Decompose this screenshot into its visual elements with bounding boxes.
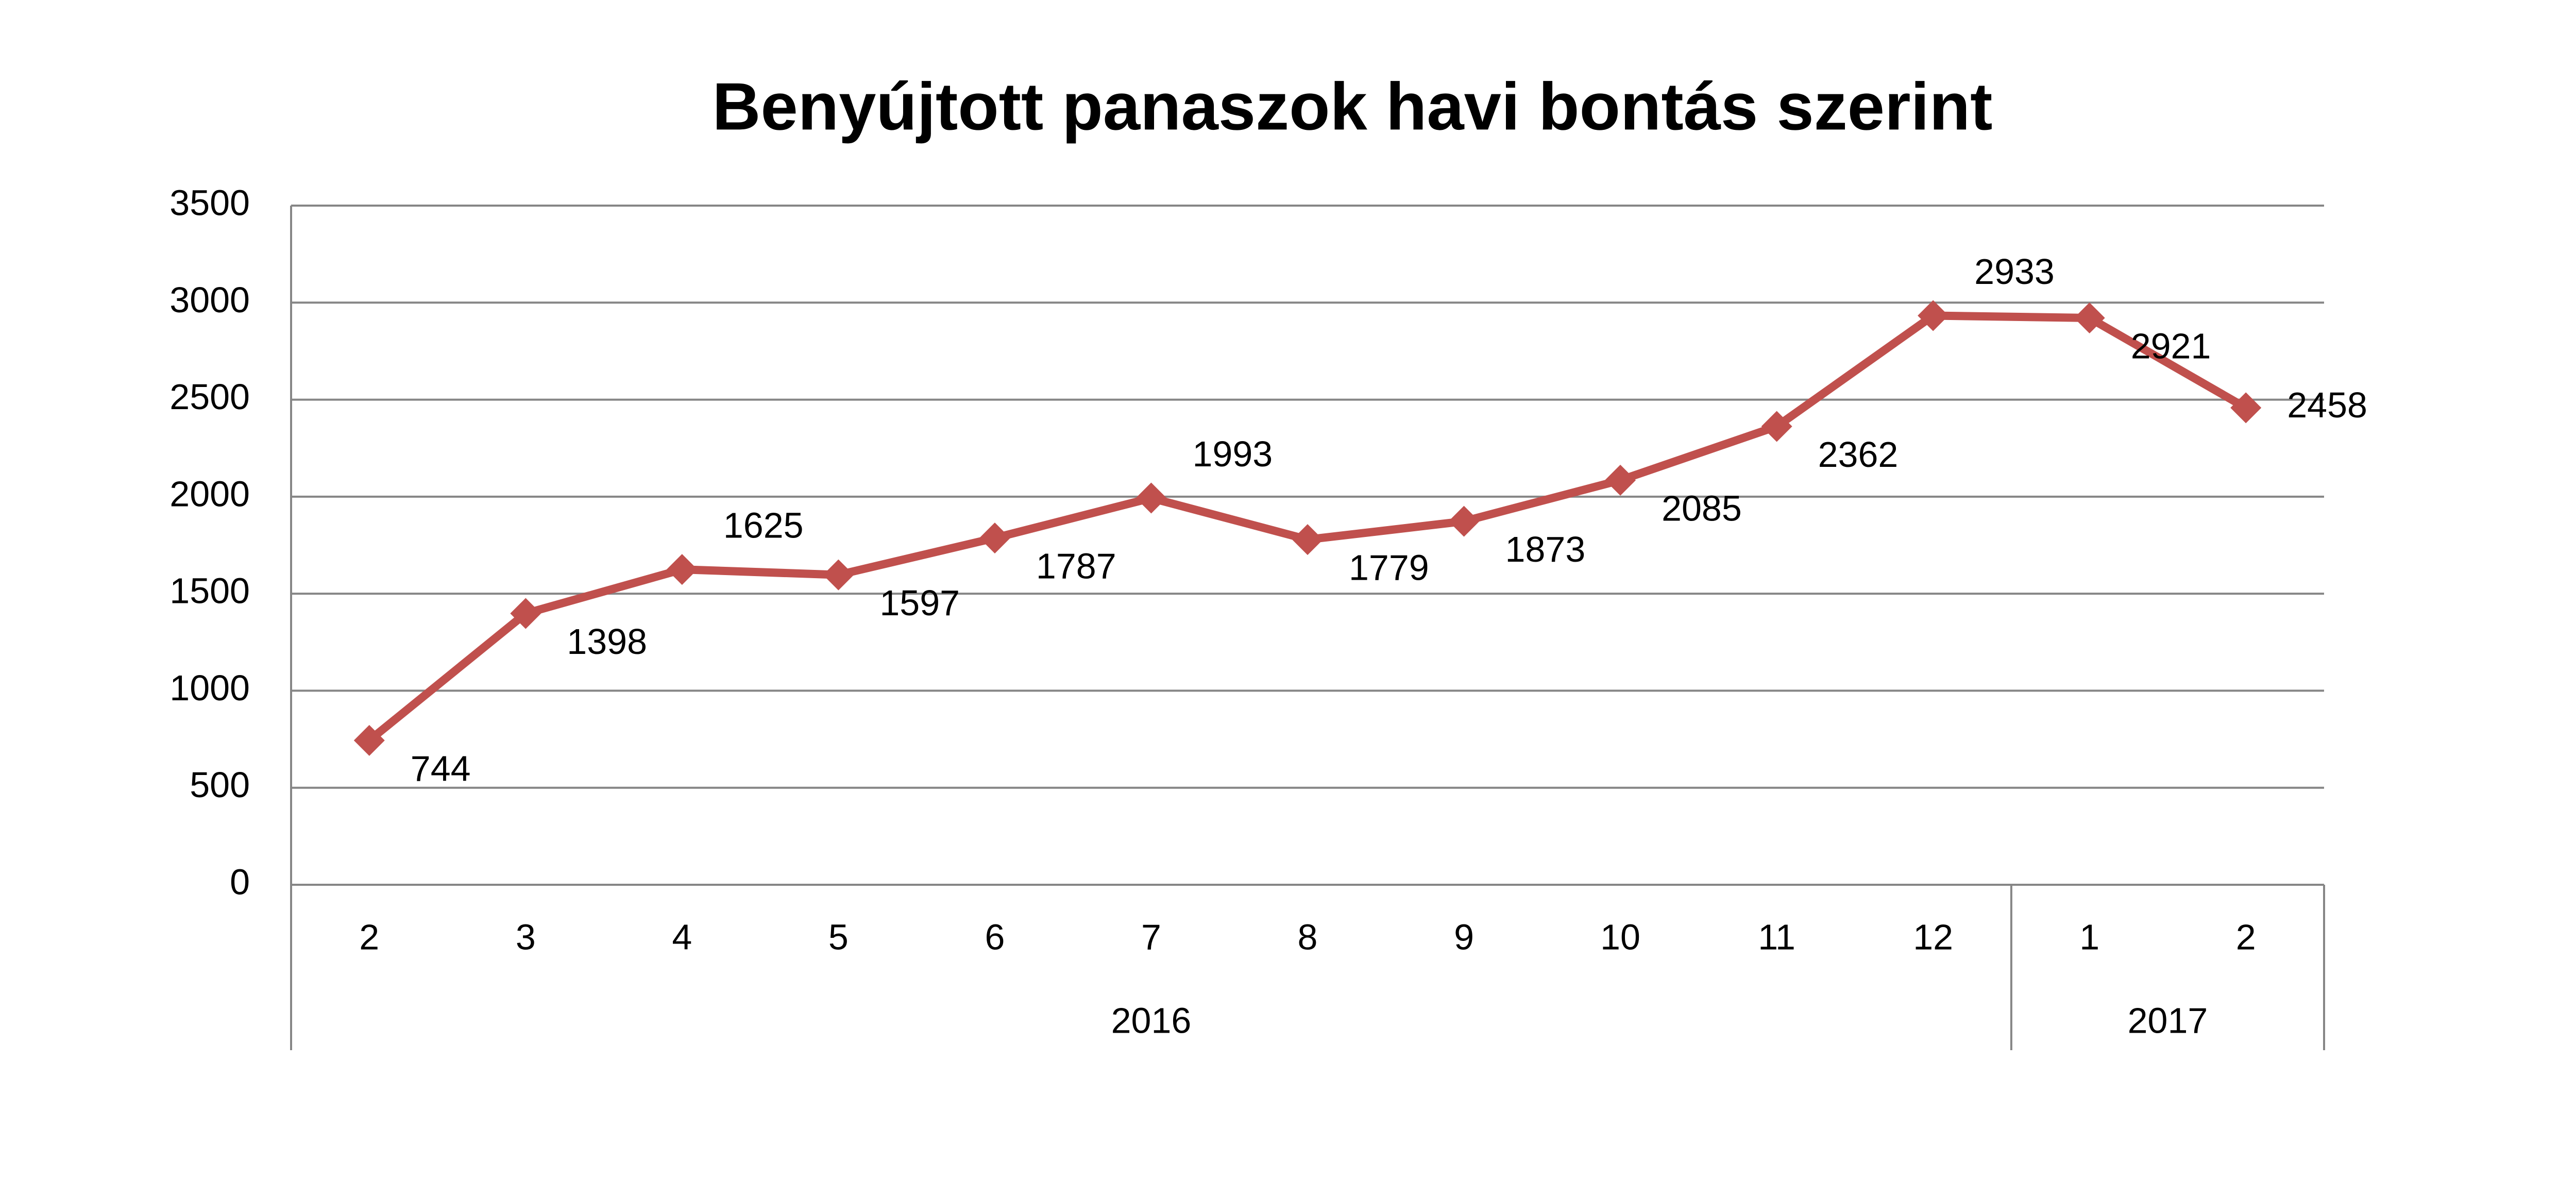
y-tick-label: 2000	[170, 474, 250, 514]
data-label: 2458	[2287, 385, 2367, 425]
data-label: 1779	[1349, 548, 1429, 588]
marker	[1448, 506, 1480, 537]
marker	[510, 598, 541, 629]
marker	[1918, 300, 1949, 331]
data-label: 1597	[879, 583, 960, 623]
marker	[1605, 464, 1636, 496]
data-label: 2085	[1662, 488, 1742, 528]
x-tick-label: 3	[516, 917, 536, 957]
y-tick-label: 2500	[170, 377, 250, 417]
marker	[1761, 411, 1792, 442]
x-tick-label: 2	[359, 917, 379, 957]
y-tick-label: 500	[190, 765, 250, 805]
data-label: 1993	[1192, 434, 1273, 474]
marker	[2230, 392, 2262, 424]
y-tick-label: 3500	[170, 182, 250, 223]
data-label: 2921	[2131, 326, 2211, 366]
x-tick-label: 5	[828, 917, 849, 957]
data-label: 2362	[1818, 434, 1899, 475]
x-tick-label: 10	[1600, 917, 1640, 957]
marker	[979, 523, 1010, 554]
marker	[1136, 482, 1167, 514]
marker	[666, 554, 698, 585]
y-tick-label: 1500	[170, 571, 250, 611]
data-label: 1398	[567, 621, 647, 662]
y-tick-label: 0	[230, 862, 250, 902]
marker	[823, 559, 854, 591]
x-tick-label: 11	[1758, 917, 1795, 957]
x-tick-label: 12	[1913, 917, 1953, 957]
marker	[1292, 524, 1323, 555]
marker	[2074, 302, 2105, 334]
x-tick-label: 1	[2079, 917, 2099, 957]
x-tick-label: 7	[1141, 917, 1161, 957]
x-tick-label: 9	[1454, 917, 1474, 957]
data-label: 744	[411, 748, 471, 788]
chart-title: Benyújtott panaszok havi bontás szerint	[713, 69, 1993, 144]
y-tick-label: 1000	[170, 668, 250, 708]
data-label: 1873	[1505, 529, 1586, 569]
x-tick-label: 8	[1298, 917, 1318, 957]
data-label: 1625	[723, 506, 804, 546]
x-tick-label: 2	[2236, 917, 2256, 957]
group-label: 2017	[2128, 1000, 2208, 1040]
group-label: 2016	[1111, 1000, 1192, 1040]
marker	[353, 725, 385, 756]
data-label: 2933	[1974, 251, 2055, 292]
x-tick-label: 6	[985, 917, 1005, 957]
data-label: 1787	[1036, 546, 1116, 586]
x-tick-label: 4	[672, 917, 692, 957]
y-tick-label: 3000	[170, 280, 250, 320]
